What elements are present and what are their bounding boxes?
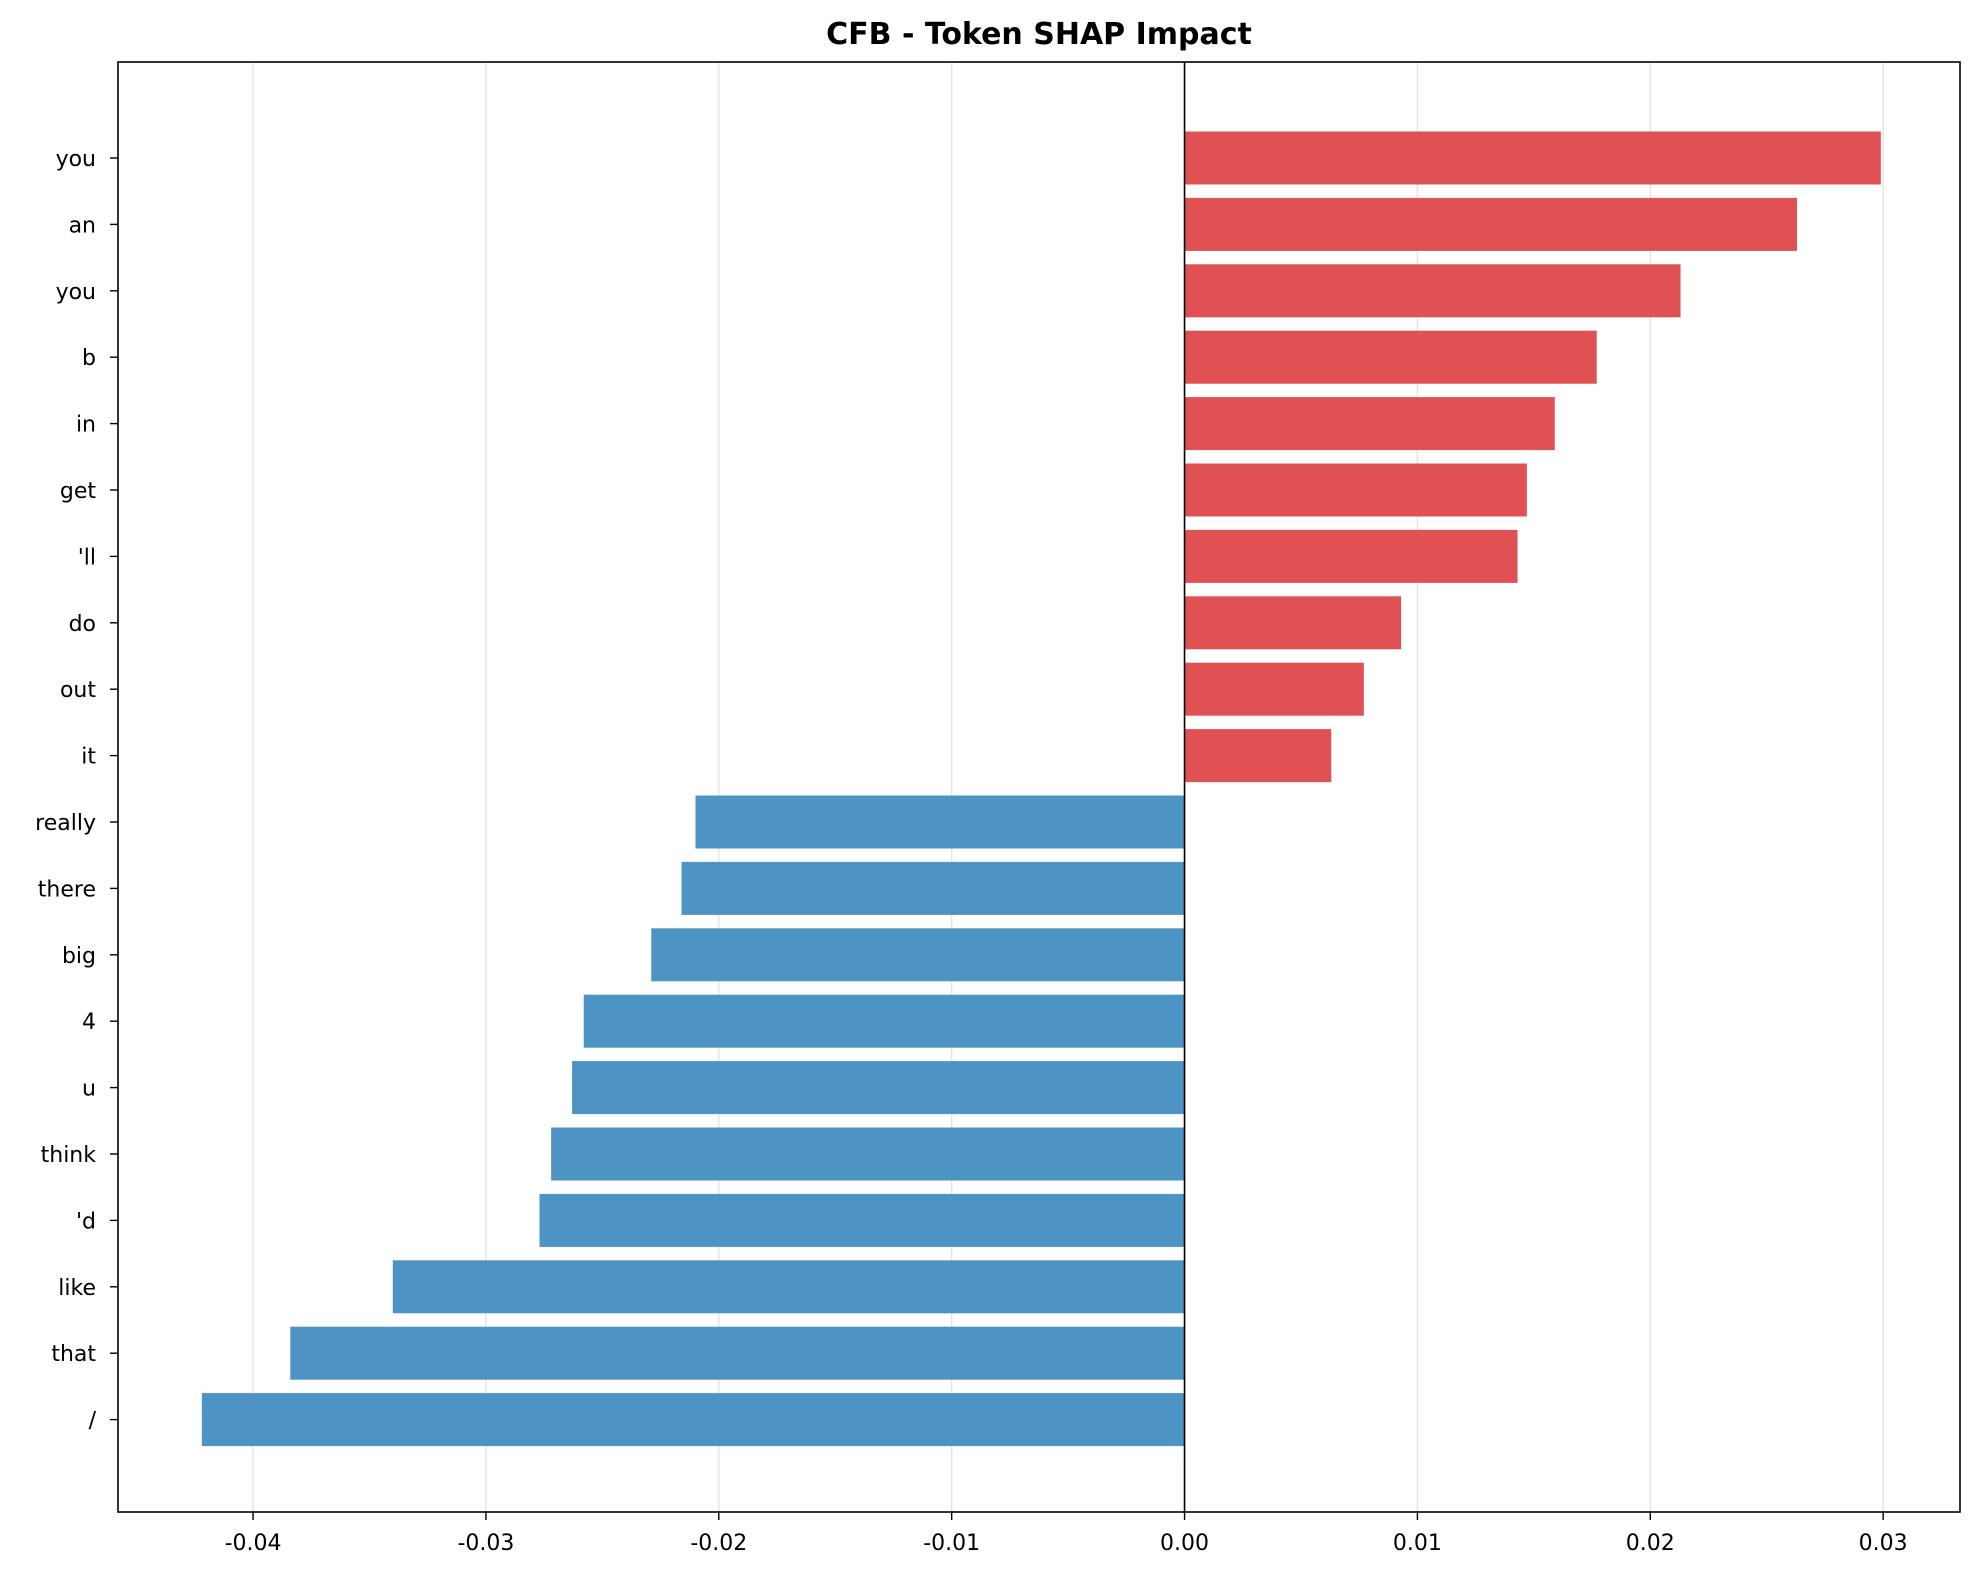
y-tick-label: 'd	[76, 1209, 96, 1234]
bar-6	[1184, 529, 1518, 583]
y-tick-label: 4	[82, 1010, 96, 1035]
x-tick-label: -0.03	[457, 1531, 514, 1556]
x-tick-label: 0.00	[1160, 1531, 1209, 1556]
bar-12	[651, 928, 1185, 982]
bar-13	[583, 994, 1185, 1048]
y-tick-label: b	[82, 346, 96, 371]
bar-3	[1184, 330, 1597, 384]
x-tick-label: 0.02	[1626, 1531, 1675, 1556]
x-tick-labels: -0.04 -0.03 -0.02 -0.01 0.00 0.01 0.02 0.03	[225, 1512, 1908, 1556]
bar-0	[1184, 131, 1881, 185]
bar-10	[695, 795, 1185, 849]
y-tick-label: in	[76, 413, 96, 438]
y-tick-label: get	[60, 479, 97, 504]
x-tick-label: -0.01	[923, 1531, 980, 1556]
y-tick-label: there	[38, 877, 96, 902]
y-tick-label: really	[35, 811, 96, 836]
x-tick-label: -0.02	[690, 1531, 747, 1556]
bar-5	[1184, 463, 1527, 517]
bars	[201, 131, 1881, 1447]
y-tick-label: u	[82, 1077, 96, 1102]
x-tick-label: 0.03	[1859, 1531, 1908, 1556]
y-tick-label: that	[51, 1342, 96, 1367]
plot-frame	[117, 61, 1961, 1513]
y-tick-label: out	[60, 678, 96, 703]
bar-7	[1184, 596, 1402, 650]
chart-title: CFB - Token SHAP Impact	[826, 17, 1252, 52]
x-tick-label: -0.04	[225, 1531, 282, 1556]
bar-15	[551, 1127, 1185, 1181]
y-tick-label: like	[58, 1276, 96, 1301]
y-tick-label: 'll	[78, 545, 96, 570]
y-tick-label: you	[56, 147, 96, 172]
bar-18	[290, 1326, 1185, 1380]
bar-1	[1184, 197, 1797, 251]
y-tick-label: do	[69, 612, 96, 637]
bar-2	[1184, 264, 1681, 318]
y-tick-labels: you an you b in get 'll do out it really there big 4 u…	[35, 147, 118, 1434]
x-tick-label: 0.01	[1393, 1531, 1442, 1556]
bar-17	[392, 1260, 1185, 1314]
bar-11	[681, 861, 1185, 915]
bar-16	[539, 1193, 1185, 1247]
y-tick-label: you	[56, 280, 96, 305]
bar-8	[1184, 662, 1364, 716]
y-tick-label: think	[41, 1143, 97, 1168]
y-tick-label: /	[89, 1409, 97, 1434]
y-tick-label: it	[81, 745, 96, 770]
y-tick-label: an	[69, 213, 96, 238]
bar-4	[1184, 397, 1555, 451]
bar-19	[201, 1393, 1185, 1447]
bar-9	[1184, 729, 1332, 783]
bar-14	[572, 1061, 1185, 1115]
y-tick-label: big	[62, 944, 96, 969]
